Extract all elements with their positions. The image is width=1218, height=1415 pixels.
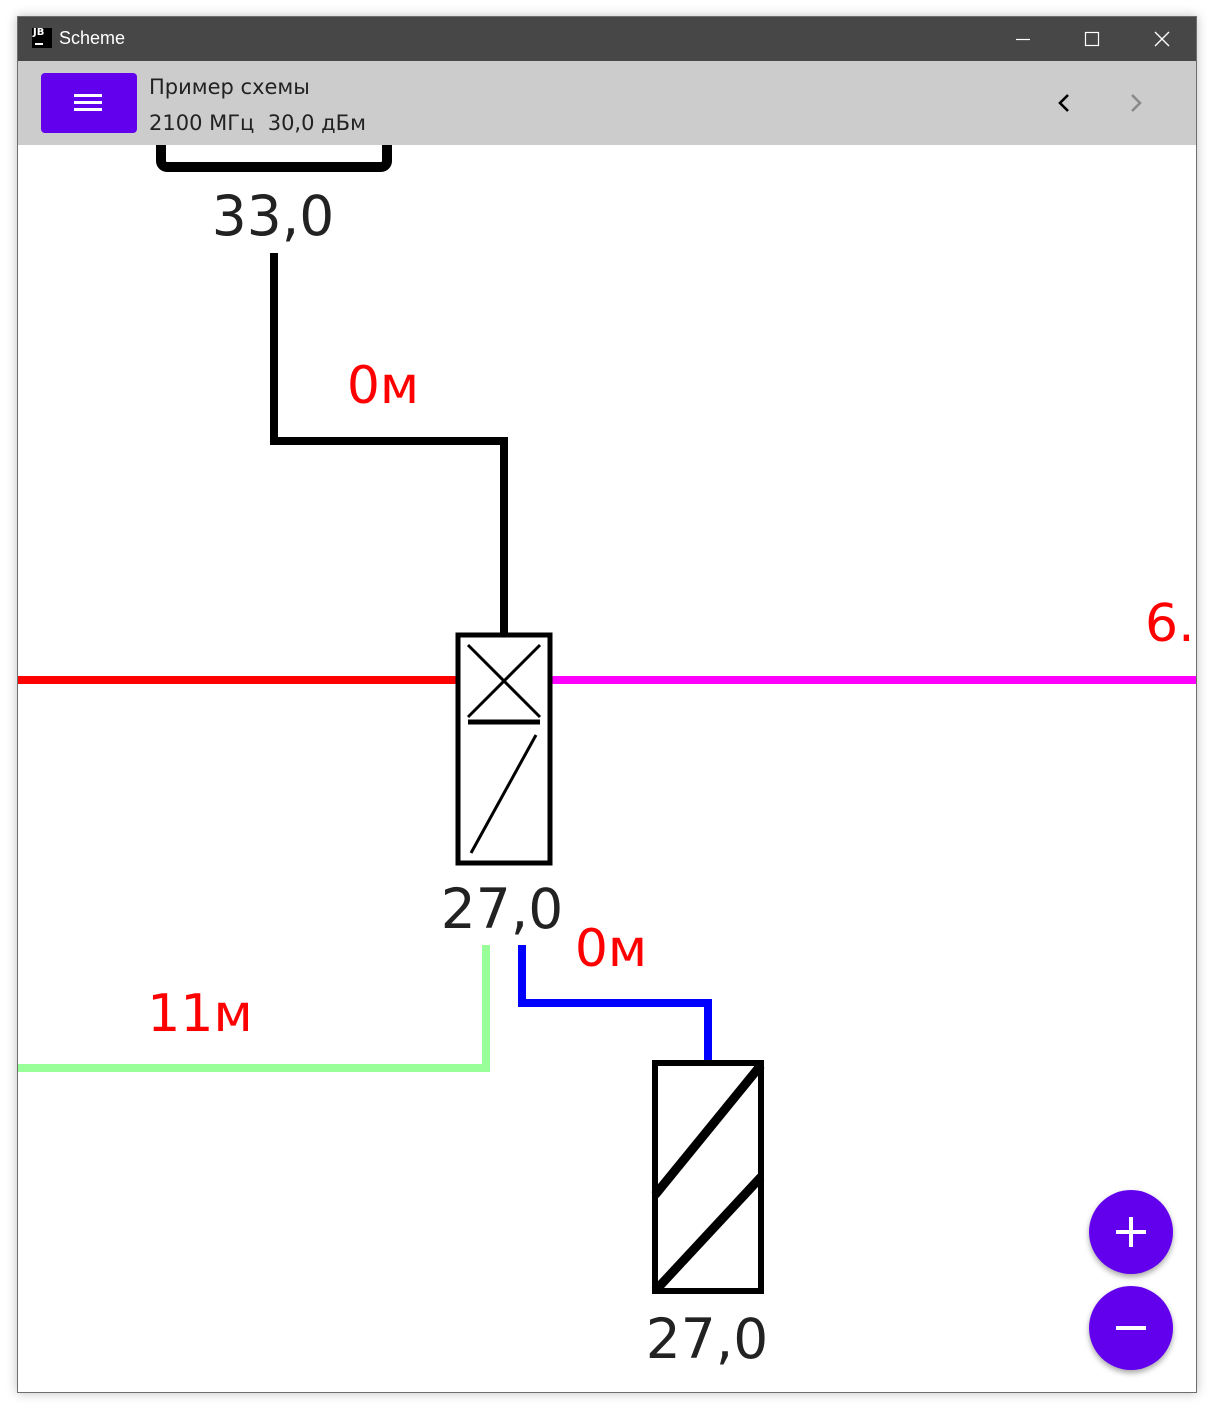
forward-button[interactable] [1120, 87, 1152, 119]
scheme-canvas[interactable]: 33,0 0м 6.5 27,0 11м 0м [18, 145, 1196, 1392]
power-value: 30,0 дБм [267, 111, 366, 135]
menu-button[interactable] [41, 73, 137, 133]
app-bar: Пример схемы 2100 МГц 30,0 дБм [18, 61, 1196, 145]
zoom-in-button[interactable] [1089, 1190, 1173, 1274]
source-level: 33,0 [212, 184, 334, 248]
app-logo: JB [32, 28, 52, 48]
zoom-out-button[interactable] [1089, 1286, 1173, 1370]
minimize-button[interactable] [988, 17, 1058, 61]
maximize-button[interactable] [1058, 17, 1128, 61]
maximize-icon [1084, 31, 1100, 47]
cable-length-label: 0м [347, 356, 419, 416]
window-title: Scheme [59, 28, 126, 48]
splitter-node[interactable] [455, 632, 553, 866]
cable-bottom-left-branch[interactable] [18, 945, 490, 1072]
antenna-node[interactable] [651, 1060, 765, 1295]
chevron-right-icon [1131, 94, 1142, 112]
antenna-level: 27,0 [646, 1307, 768, 1371]
back-button[interactable] [1048, 87, 1080, 119]
app-window: JB Scheme [17, 16, 1197, 1393]
splitter-level: 27,0 [441, 877, 563, 941]
cable-source-to-splitter[interactable] [270, 253, 508, 635]
minimize-icon [1016, 38, 1030, 41]
cable-length-label: 11м [147, 984, 252, 1044]
scheme-name: Пример схемы [149, 75, 310, 99]
close-button[interactable] [1126, 17, 1196, 61]
minus-icon [1116, 1326, 1146, 1330]
app-logo-text: JB [33, 27, 45, 38]
cable-length-label: 0м [575, 919, 647, 979]
cable-splitter-to-antenna[interactable] [518, 945, 712, 1063]
plus-icon [1116, 1217, 1146, 1247]
chevron-left-icon [1058, 94, 1069, 112]
scheme-drawing: 33,0 0м 6.5 27,0 11м 0м [18, 145, 1196, 1371]
scheme-params: 2100 МГц 30,0 дБм [149, 111, 366, 135]
title-bar: JB Scheme [18, 17, 1196, 61]
menu-icon [74, 94, 102, 111]
cable-length-label: 6.5 [1145, 594, 1196, 654]
frequency-value: 2100 МГц [149, 111, 255, 135]
source-node[interactable] [156, 145, 392, 172]
close-icon [1154, 31, 1170, 47]
